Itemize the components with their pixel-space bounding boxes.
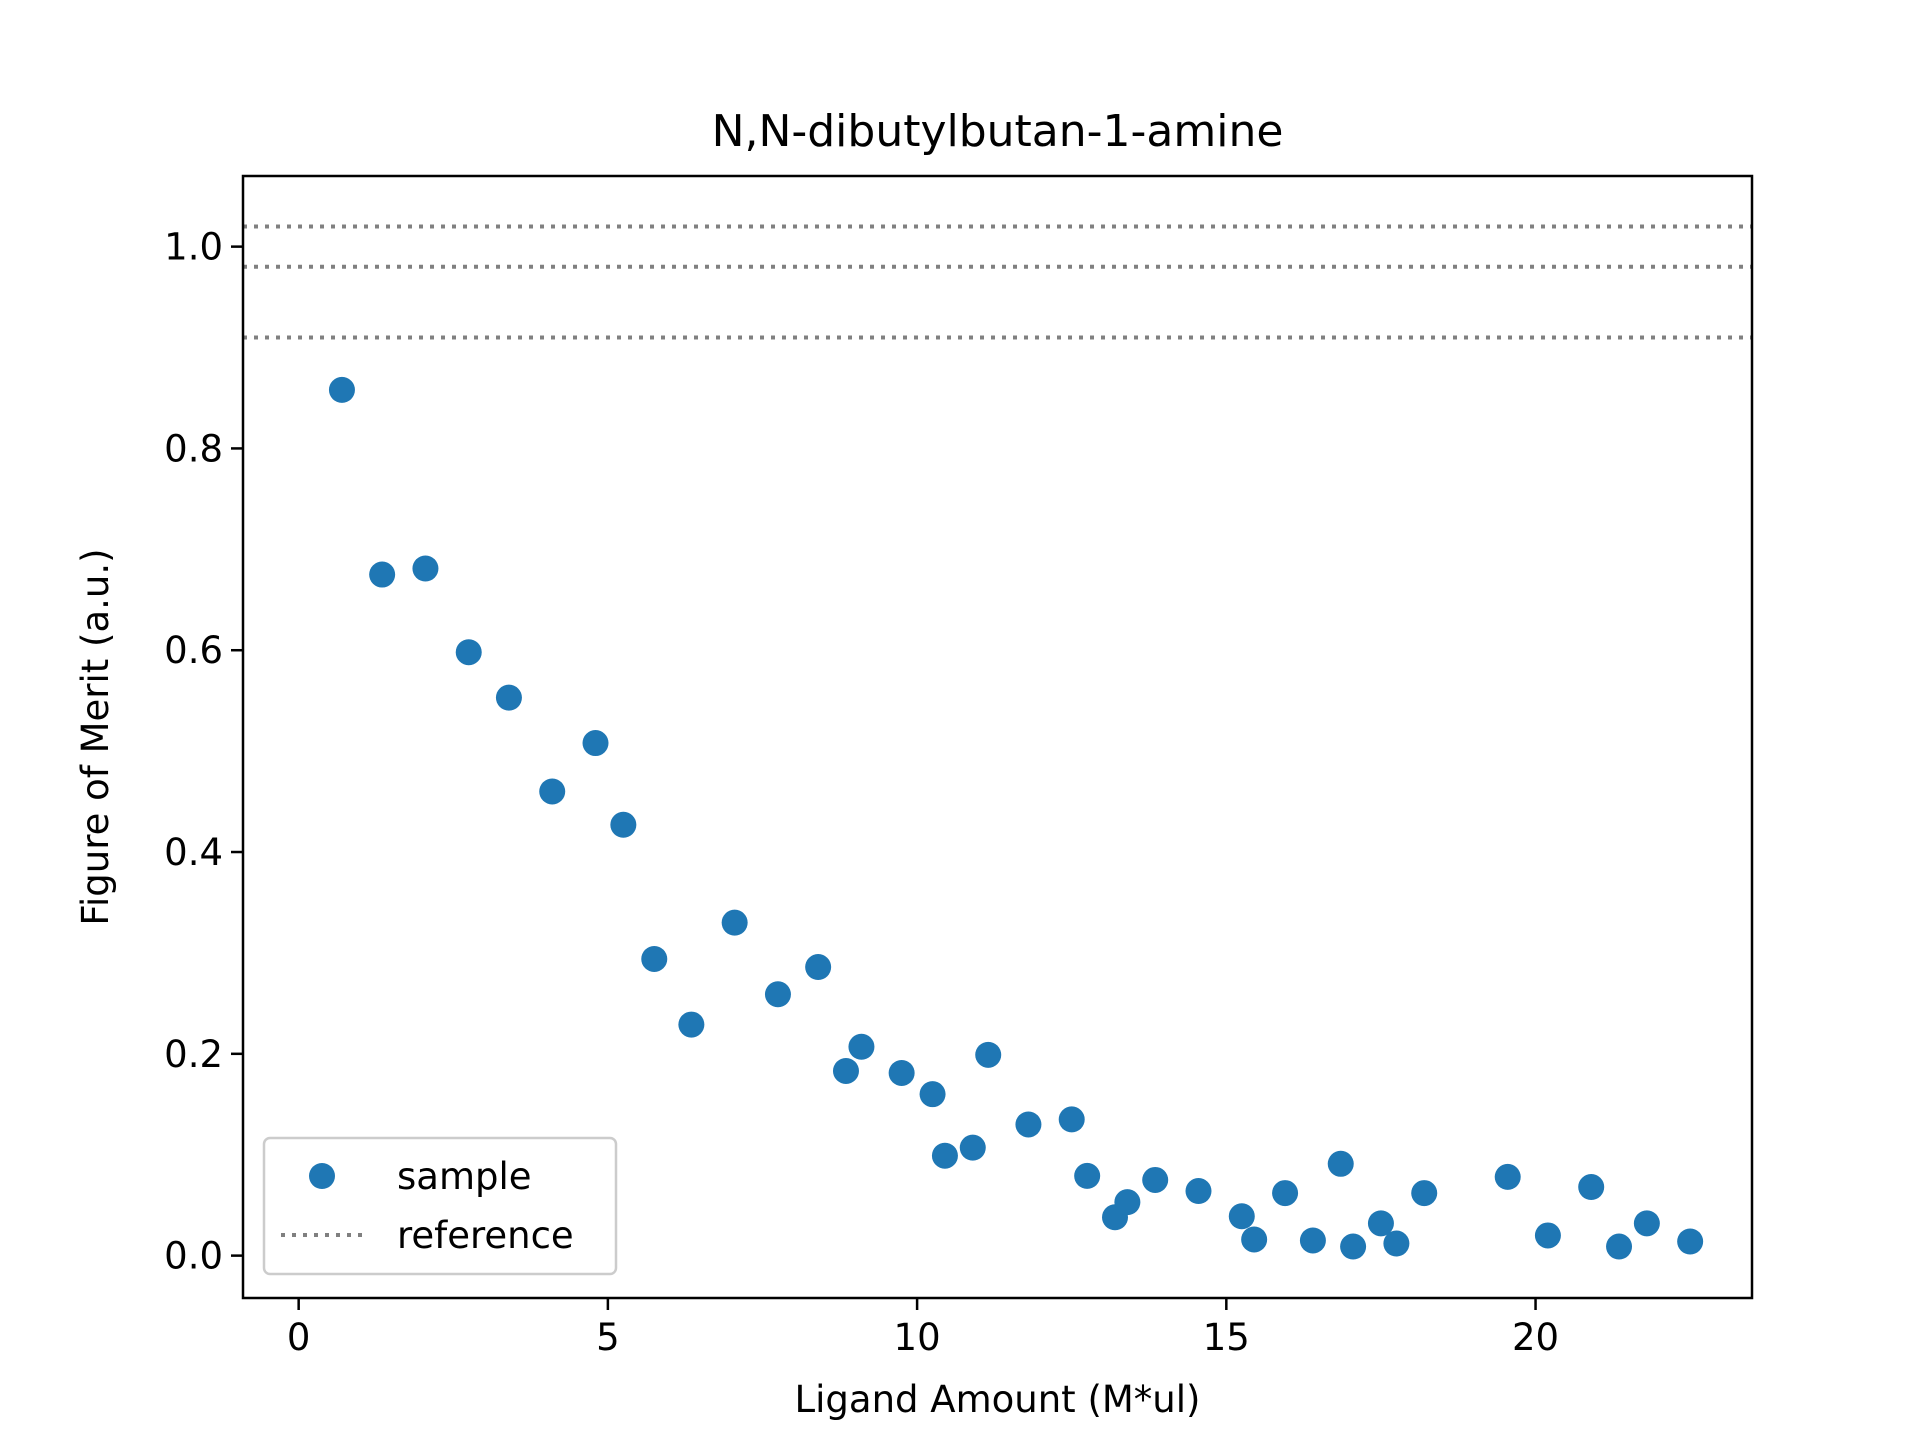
data-point-39 xyxy=(1606,1233,1633,1260)
data-point-8 xyxy=(641,945,668,972)
data-point-40 xyxy=(1633,1210,1660,1237)
y-tick-label-3: 0.6 xyxy=(164,629,223,672)
y-axis: 0.0 0.2 0.4 0.6 0.8 1.0 xyxy=(164,226,243,1278)
data-point-13 xyxy=(832,1057,859,1084)
data-point-1 xyxy=(369,561,396,588)
data-point-3 xyxy=(455,639,482,666)
data-point-35 xyxy=(1411,1180,1438,1207)
data-point-34 xyxy=(1383,1230,1410,1257)
data-point-4 xyxy=(495,684,522,711)
data-point-22 xyxy=(1074,1162,1101,1189)
legend-sample-marker xyxy=(309,1163,335,1189)
legend: sample reference xyxy=(262,1136,618,1276)
data-point-24 xyxy=(1114,1189,1141,1216)
y-tick-label-1: 0.2 xyxy=(164,1033,223,1076)
data-point-25 xyxy=(1142,1166,1169,1193)
legend-reference-label: reference xyxy=(397,1214,574,1257)
data-point-9 xyxy=(678,1011,705,1038)
plot-area xyxy=(243,224,1752,1260)
data-point-29 xyxy=(1272,1180,1299,1207)
data-point-38 xyxy=(1578,1174,1605,1201)
data-point-26 xyxy=(1185,1178,1212,1205)
x-tick-label-0: 0 xyxy=(287,1316,311,1359)
x-tick-label-4: 20 xyxy=(1512,1316,1559,1359)
plot-frame xyxy=(241,174,1754,1300)
data-point-20 xyxy=(1015,1111,1042,1138)
data-point-12 xyxy=(805,954,832,981)
data-point-7 xyxy=(610,811,637,838)
data-point-36 xyxy=(1494,1163,1521,1190)
data-point-16 xyxy=(919,1081,946,1108)
data-point-2 xyxy=(412,555,439,582)
data-point-41 xyxy=(1677,1228,1704,1255)
data-point-32 xyxy=(1340,1233,1367,1260)
data-point-6 xyxy=(582,730,609,757)
data-point-19 xyxy=(975,1041,1002,1068)
x-tick-label-3: 15 xyxy=(1203,1316,1250,1359)
data-point-14 xyxy=(848,1033,875,1060)
data-point-11 xyxy=(764,981,791,1008)
y-tick-label-4: 0.8 xyxy=(164,427,223,470)
legend-box xyxy=(262,1136,618,1276)
chart-title: N,N-dibutylbutan-1-amine xyxy=(712,106,1284,157)
data-point-10 xyxy=(721,909,748,936)
data-point-15 xyxy=(888,1059,915,1086)
y-tick-label-5: 1.0 xyxy=(164,226,223,269)
data-point-17 xyxy=(931,1142,958,1169)
data-point-21 xyxy=(1058,1106,1085,1133)
x-tick-label-2: 10 xyxy=(894,1316,941,1359)
data-point-37 xyxy=(1534,1222,1561,1249)
data-point-30 xyxy=(1299,1227,1326,1254)
x-axis: 0 5 10 15 20 xyxy=(287,1298,1559,1359)
x-axis-label: Ligand Amount (M*ul) xyxy=(795,1378,1201,1421)
data-point-27 xyxy=(1228,1203,1255,1230)
data-point-0 xyxy=(328,376,355,403)
y-tick-label-0: 0.0 xyxy=(164,1235,223,1278)
legend-sample-label: sample xyxy=(397,1155,532,1198)
y-axis-label: Figure of Merit (a.u.) xyxy=(74,548,117,925)
y-tick-label-2: 0.4 xyxy=(164,831,223,874)
data-point-18 xyxy=(959,1134,986,1161)
data-point-33 xyxy=(1367,1210,1394,1237)
data-point-5 xyxy=(539,778,566,805)
x-tick-label-1: 5 xyxy=(596,1316,620,1359)
data-point-31 xyxy=(1327,1150,1354,1177)
data-point-28 xyxy=(1241,1226,1268,1253)
